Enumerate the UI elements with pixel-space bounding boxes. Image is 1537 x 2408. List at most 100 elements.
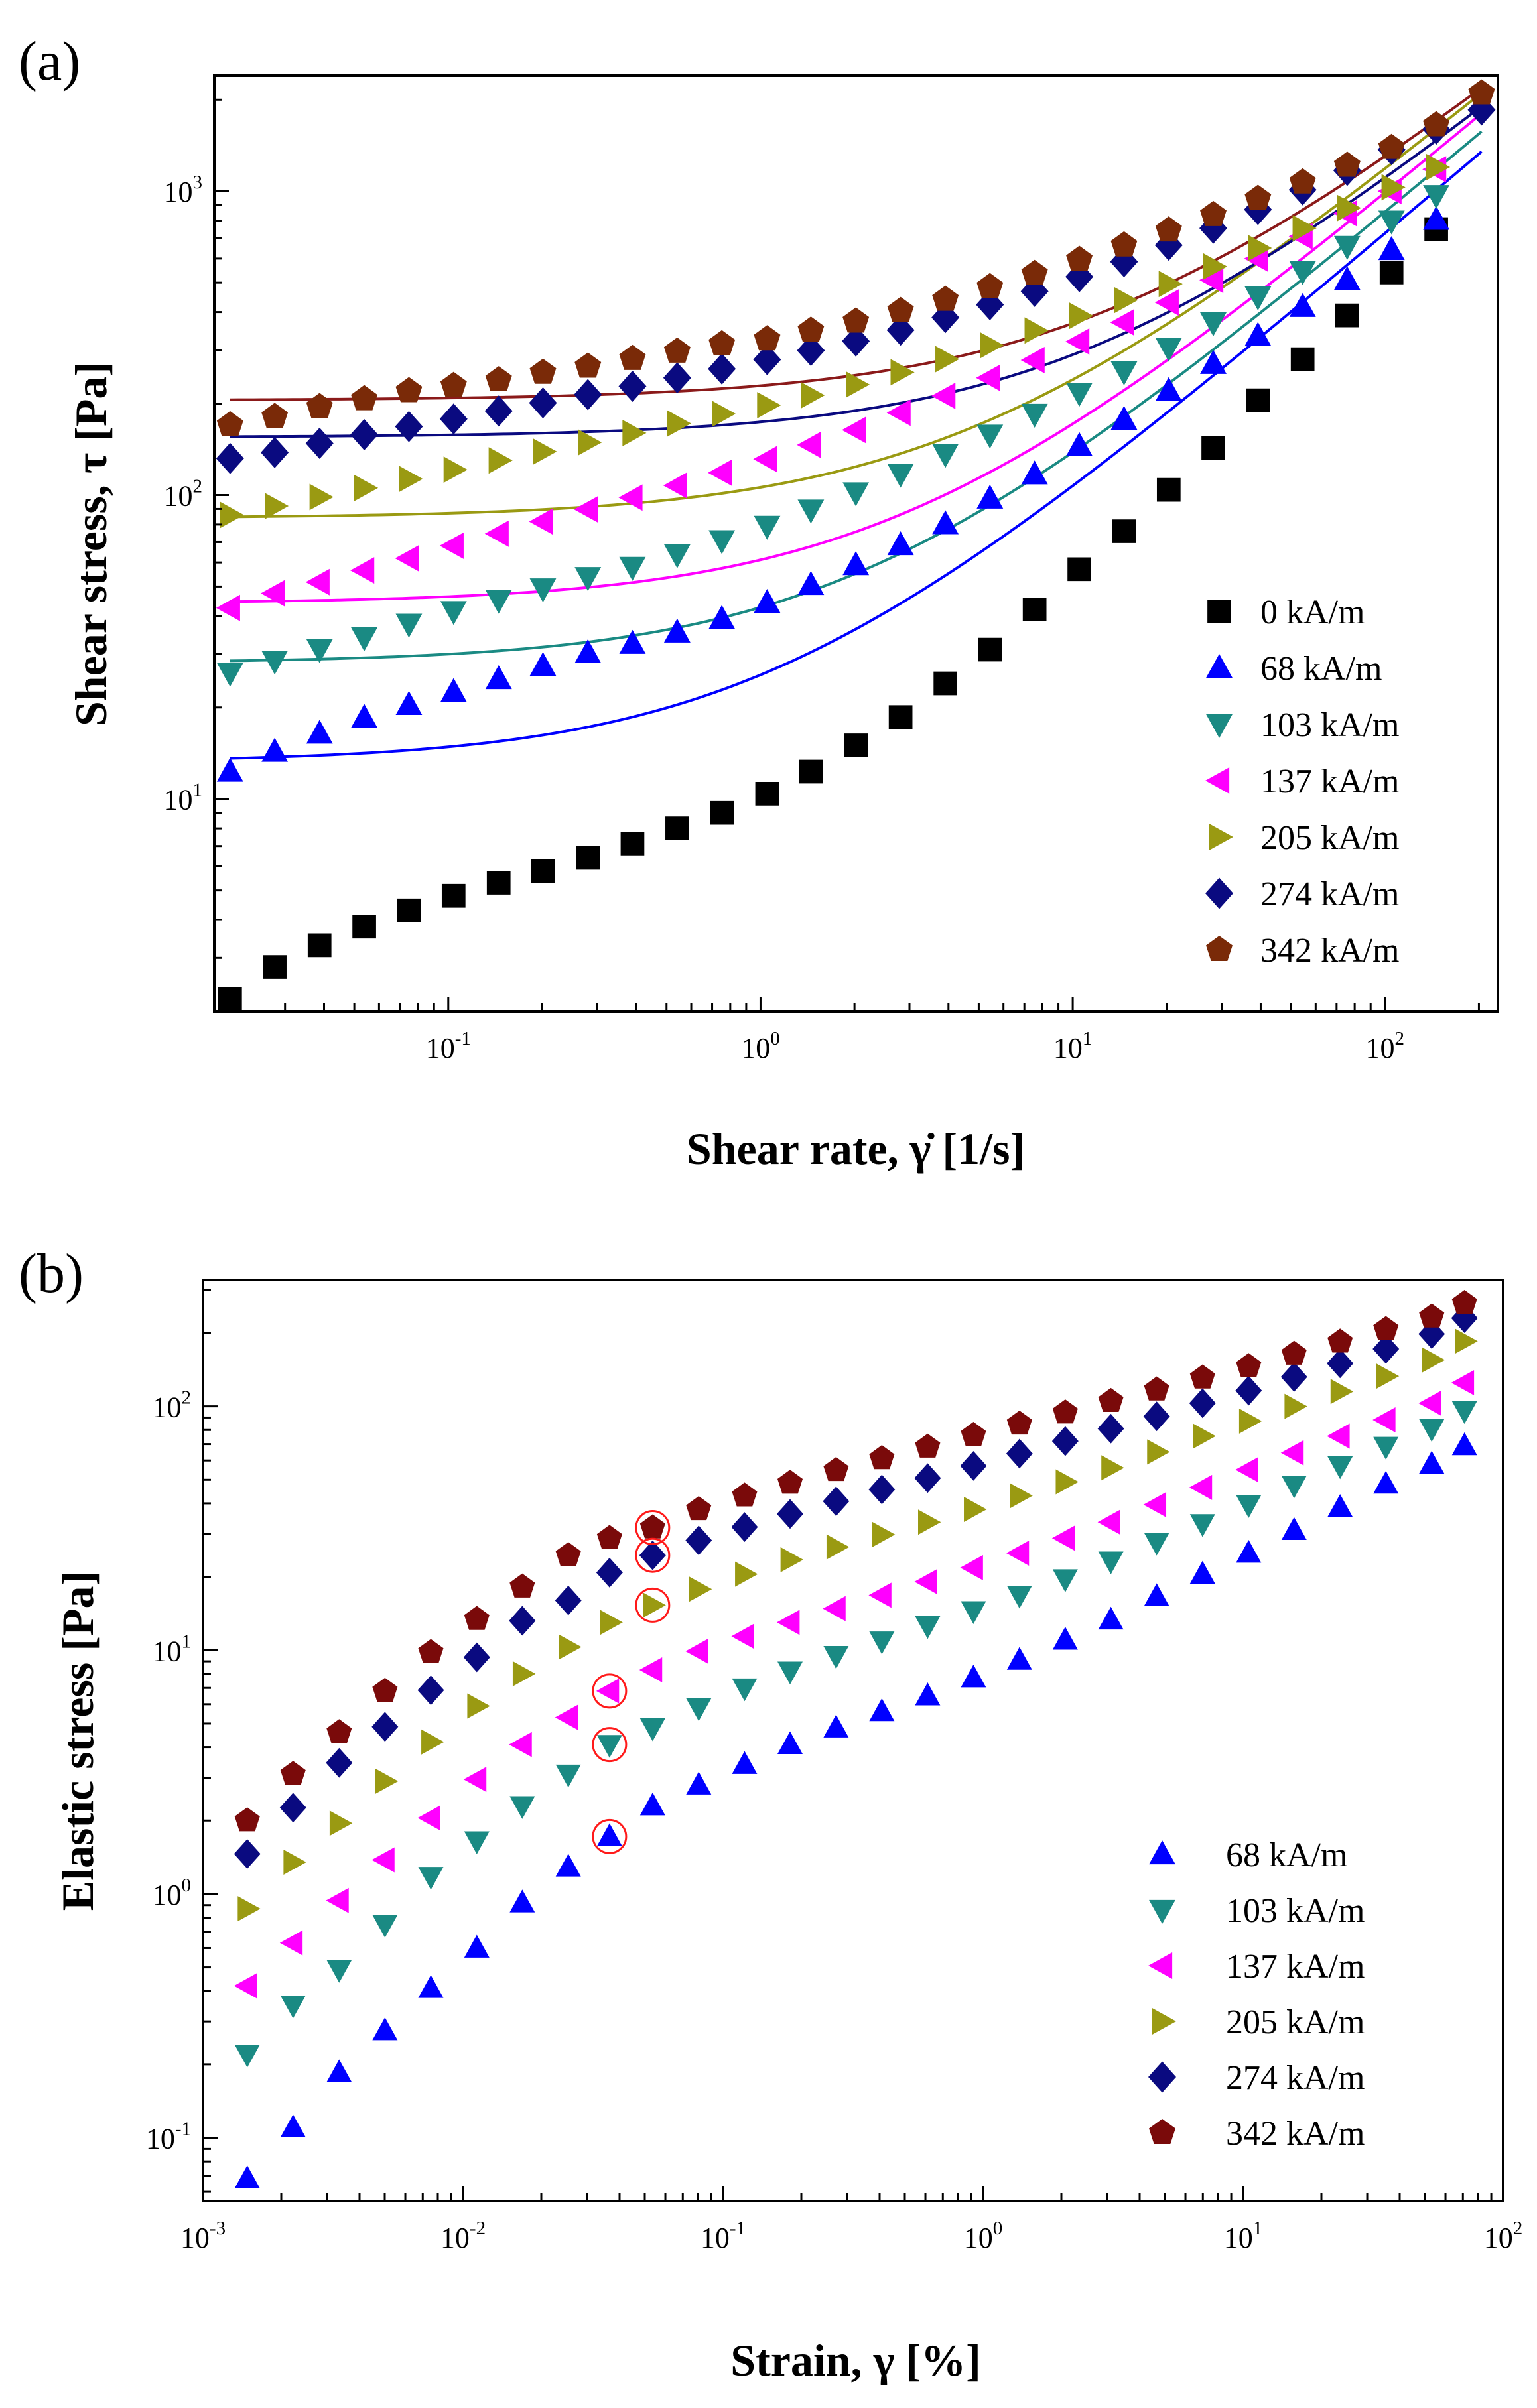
data-point xyxy=(1189,1474,1213,1500)
data-point xyxy=(663,337,691,363)
series-68-ka-m xyxy=(234,1432,1477,2188)
legend-label: 103 kA/m xyxy=(1226,1892,1365,1930)
data-point xyxy=(1327,1348,1354,1379)
series-205-ka-m xyxy=(237,1328,1478,1922)
x-tick-exponent: 1 xyxy=(1083,1028,1093,1049)
data-point xyxy=(976,424,1004,449)
data-point xyxy=(1333,235,1361,260)
data-point xyxy=(1335,303,1359,328)
data-point xyxy=(960,1450,987,1481)
data-point xyxy=(1244,184,1272,210)
legend-marker xyxy=(1205,877,1233,909)
panel-b-plot xyxy=(234,1290,1478,2188)
data-point xyxy=(964,1496,987,1522)
legend-marker xyxy=(1149,2119,1175,2144)
data-point xyxy=(1097,1509,1121,1535)
data-point xyxy=(440,678,467,702)
data-point xyxy=(1022,598,1047,621)
data-point xyxy=(619,629,646,654)
legend-label: 137 kA/m xyxy=(1260,763,1399,800)
y-tick-base: 10 xyxy=(153,1879,182,1911)
legend-marker xyxy=(1206,936,1233,961)
highlight-circle xyxy=(635,1587,671,1623)
data-point xyxy=(306,639,333,663)
panel-a-legend: 0 kA/m 68 kA/m 103 kA/m 137 kA/m 205 kA/m 274… xyxy=(1205,594,1399,970)
legend-item: 137 kA/m xyxy=(1205,763,1399,800)
y-tick-label: 101 xyxy=(153,1631,192,1667)
data-point xyxy=(1114,286,1138,314)
data-point xyxy=(1378,236,1405,261)
data-point xyxy=(559,1634,582,1660)
data-point xyxy=(663,472,687,499)
data-point xyxy=(395,411,423,442)
data-point xyxy=(1006,1410,1032,1435)
y-tick-label: 102 xyxy=(153,1387,192,1424)
legend-label: 274 kA/m xyxy=(1260,875,1399,913)
data-point xyxy=(1419,1450,1445,1474)
panel-b-ylabel: Elastic stress [Pa] xyxy=(52,1571,103,1911)
data-point xyxy=(309,483,334,511)
data-point xyxy=(961,1664,986,1688)
data-point xyxy=(485,366,512,392)
data-point xyxy=(418,1867,444,1890)
data-point xyxy=(823,1714,849,1738)
data-point xyxy=(869,1445,895,1470)
x-tick-label: 10-2 xyxy=(440,2218,486,2254)
data-point xyxy=(686,1495,712,1521)
y-tick-exponent: 2 xyxy=(193,475,203,497)
data-point xyxy=(1155,216,1182,242)
highlight-circle xyxy=(592,1818,628,1854)
data-point xyxy=(1426,153,1451,180)
data-point xyxy=(1423,111,1450,137)
data-point xyxy=(326,1887,349,1913)
x-tick-base: 10 xyxy=(701,2222,730,2254)
data-point xyxy=(1333,151,1361,177)
data-point xyxy=(1110,309,1134,336)
y-tick-exponent: 1 xyxy=(193,780,203,801)
data-point xyxy=(886,399,911,426)
data-point xyxy=(351,704,378,728)
data-point xyxy=(731,1623,754,1649)
data-point xyxy=(754,325,781,351)
data-point xyxy=(961,1601,986,1624)
series-342-ka-m xyxy=(234,1290,1477,1832)
data-point xyxy=(372,1677,398,1702)
data-point xyxy=(1289,261,1316,286)
data-point xyxy=(639,1792,665,1816)
x-tick-exponent: -3 xyxy=(210,2218,226,2239)
data-point xyxy=(485,665,512,690)
data-point xyxy=(797,316,825,342)
data-point xyxy=(872,1521,896,1547)
data-point xyxy=(1066,383,1093,407)
series-103-ka-m xyxy=(216,185,1450,687)
data-point xyxy=(797,431,821,458)
legend-marker xyxy=(1205,767,1230,794)
data-point xyxy=(574,639,602,663)
data-point xyxy=(371,1712,399,1742)
data-point xyxy=(1372,1334,1400,1364)
data-point xyxy=(440,601,467,625)
data-point xyxy=(509,1796,535,1819)
data-point xyxy=(667,410,691,437)
data-point xyxy=(797,499,825,524)
series-103-ka-m xyxy=(234,1401,1477,2068)
data-point xyxy=(732,1678,758,1702)
data-point xyxy=(797,571,825,596)
data-point xyxy=(263,955,287,979)
data-point xyxy=(1373,1316,1399,1340)
data-point xyxy=(1021,259,1048,285)
data-point xyxy=(1154,289,1179,316)
data-point xyxy=(869,1698,895,1722)
data-point xyxy=(1144,1376,1169,1401)
data-point xyxy=(576,846,600,870)
legend-item: 68 kA/m xyxy=(1149,1836,1347,1874)
data-point xyxy=(375,1768,399,1794)
data-point xyxy=(1451,1290,1477,1314)
series-274-ka-m xyxy=(216,94,1496,474)
data-point xyxy=(797,334,825,367)
legend-item: 103 kA/m xyxy=(1149,1892,1365,1930)
data-point xyxy=(1052,1569,1078,1592)
data-point xyxy=(237,1896,261,1922)
data-point xyxy=(868,1582,892,1608)
